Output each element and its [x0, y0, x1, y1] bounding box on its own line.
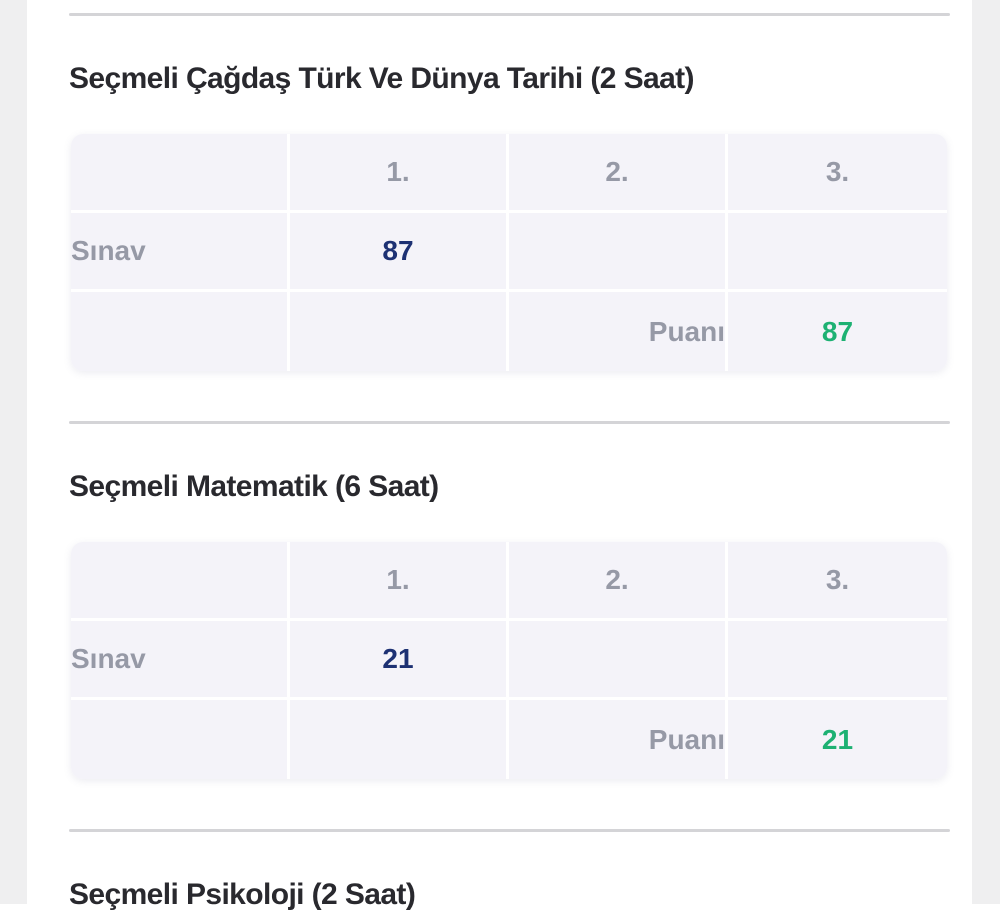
section-divider — [69, 421, 950, 424]
course-title: Seçmeli Psikoloji (2 Saat) — [69, 878, 416, 911]
empty-cell — [290, 700, 509, 779]
score-label: Puanı — [509, 700, 728, 779]
score-label: Puanı — [509, 292, 728, 371]
exam-score-1: 21 — [290, 621, 509, 700]
section-divider — [69, 829, 950, 832]
empty-cell — [290, 292, 509, 371]
course-section-tarih: Seçmeli Çağdaş Türk Ve Dünya Tarihi (2 S… — [69, 13, 950, 371]
exam-score-1: 87 — [290, 213, 509, 292]
empty-cell — [71, 292, 290, 371]
column-header-1: 1. — [290, 134, 509, 213]
score-value: 87 — [728, 292, 947, 371]
score-row: Puanı 21 — [71, 700, 947, 779]
exam-score-3 — [728, 213, 947, 292]
grades-table: 1. 2. 3. Sınav 21 Puanı 21 — [71, 542, 947, 779]
column-header-2: 2. — [509, 134, 728, 213]
exam-score-2 — [509, 213, 728, 292]
exam-row-label: Sınav — [71, 621, 290, 700]
score-row: Puanı 87 — [71, 292, 947, 371]
exam-score-2 — [509, 621, 728, 700]
score-value: 21 — [728, 700, 947, 779]
corner-cell — [71, 542, 290, 621]
page-right-gutter — [972, 0, 1000, 904]
course-section-matematik: Seçmeli Matematik (6 Saat) 1. 2. 3. Sına… — [69, 421, 950, 779]
grades-table: 1. 2. 3. Sınav 87 Puanı 87 — [71, 134, 947, 371]
empty-cell — [71, 700, 290, 779]
column-header-2: 2. — [509, 542, 728, 621]
exam-score-3 — [728, 621, 947, 700]
table-header-row: 1. 2. 3. — [71, 542, 947, 621]
course-title: Seçmeli Matematik (6 Saat) — [69, 470, 439, 503]
table-header-row: 1. 2. 3. — [71, 134, 947, 213]
column-header-3: 3. — [728, 542, 947, 621]
exam-row: Sınav 87 — [71, 213, 947, 292]
section-divider — [69, 13, 950, 16]
column-header-3: 3. — [728, 134, 947, 213]
course-section-psikoloji: Seçmeli Psikoloji (2 Saat) — [69, 829, 950, 914]
exam-row: Sınav 21 — [71, 621, 947, 700]
grades-page-content: Seçmeli Çağdaş Türk Ve Dünya Tarihi (2 S… — [69, 0, 950, 914]
exam-row-label: Sınav — [71, 213, 290, 292]
corner-cell — [71, 134, 290, 213]
page-left-gutter — [0, 0, 27, 904]
column-header-1: 1. — [290, 542, 509, 621]
course-title: Seçmeli Çağdaş Türk Ve Dünya Tarihi (2 S… — [69, 62, 695, 95]
